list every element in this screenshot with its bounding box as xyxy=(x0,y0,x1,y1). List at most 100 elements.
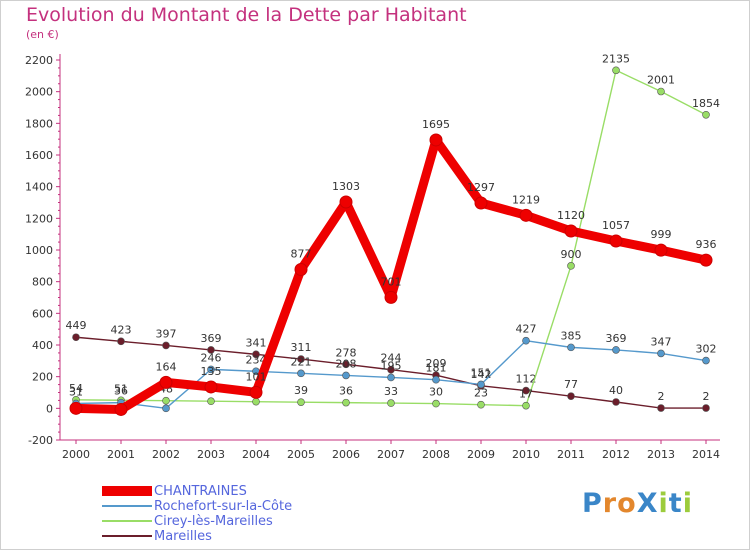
data-label-chantraines: 1695 xyxy=(422,118,450,131)
data-point-cirey-l-s-mareilles xyxy=(162,396,170,405)
data-label-cirey-l-s-mareilles: 17 xyxy=(519,388,533,401)
data-point-rochefort-sur-la-c-te xyxy=(297,369,305,378)
data-label-cirey-l-s-mareilles: 51 xyxy=(114,382,128,395)
data-label-rochefort-sur-la-c-te: 31 xyxy=(69,385,83,398)
data-point-chantraines xyxy=(474,196,488,210)
y-tick-label: 1000 xyxy=(25,244,53,257)
x-tick-label: 2010 xyxy=(512,448,540,461)
data-point-rochefort-sur-la-c-te xyxy=(702,356,710,365)
legend-label-cirey: Cirey-lès-Mareilles xyxy=(154,514,273,529)
y-tick-label: 0 xyxy=(46,402,53,415)
data-label-mareilles: 423 xyxy=(111,323,132,336)
data-point-rochefort-sur-la-c-te xyxy=(207,365,215,374)
data-point-cirey-l-s-mareilles xyxy=(477,400,485,409)
data-label-mareilles: 449 xyxy=(66,319,87,332)
y-tick-label: 2200 xyxy=(25,54,53,67)
data-point-mareilles xyxy=(297,355,305,363)
data-point-cirey-l-s-mareilles xyxy=(342,398,350,407)
data-label-cirey-l-s-mareilles: 36 xyxy=(339,385,353,398)
data-label-mareilles: 278 xyxy=(336,346,357,359)
data-label-cirey-l-s-mareilles: 39 xyxy=(294,384,308,397)
data-point-chantraines xyxy=(249,385,263,399)
data-label-rochefort-sur-la-c-te: 427 xyxy=(516,323,537,336)
data-label-chantraines: 936 xyxy=(696,238,717,251)
data-point-mareilles xyxy=(657,404,665,412)
data-point-cirey-l-s-mareilles xyxy=(702,110,710,119)
data-point-mareilles xyxy=(162,341,170,350)
data-label-cirey-l-s-mareilles: 30 xyxy=(429,386,443,399)
data-point-cirey-l-s-mareilles xyxy=(297,398,305,406)
data-point-cirey-l-s-mareilles xyxy=(252,397,260,406)
data-label-mareilles: 397 xyxy=(156,327,177,340)
data-label-chantraines: 701 xyxy=(381,275,402,288)
y-tick-label: 1600 xyxy=(25,149,53,162)
data-label-rochefort-sur-la-c-te: 36 xyxy=(114,385,128,398)
data-label-mareilles: 77 xyxy=(564,378,578,391)
data-point-mareilles xyxy=(72,333,80,342)
data-label-rochefort-sur-la-c-te: 246 xyxy=(201,351,222,364)
data-point-mareilles xyxy=(207,346,215,354)
data-point-chantraines xyxy=(114,402,128,416)
x-tick-label: 2012 xyxy=(602,448,630,461)
data-label-mareilles: 2 xyxy=(658,390,665,403)
data-point-chantraines xyxy=(699,253,713,267)
y-tick-label: 200 xyxy=(32,371,53,384)
y-tick-label: 1200 xyxy=(25,212,53,225)
legend-swatch-cirey xyxy=(102,520,152,522)
data-point-mareilles xyxy=(567,392,575,400)
data-point-chantraines xyxy=(654,243,668,257)
data-label-rochefort-sur-la-c-te: 234 xyxy=(246,353,267,366)
data-label-mareilles: 2 xyxy=(703,390,710,403)
data-point-rochefort-sur-la-c-te xyxy=(387,373,395,382)
y-tick-label: 600 xyxy=(32,307,53,320)
logo-letter: P xyxy=(582,488,603,519)
data-label-rochefort-sur-la-c-te: 369 xyxy=(606,332,627,345)
data-label-chantraines: 1057 xyxy=(602,219,630,232)
data-point-cirey-l-s-mareilles xyxy=(657,87,665,96)
data-point-chantraines xyxy=(519,208,533,222)
data-label-chantraines: 1297 xyxy=(467,181,495,194)
data-point-chantraines xyxy=(609,234,623,248)
x-tick-label: 2014 xyxy=(692,448,720,461)
data-label-mareilles: 311 xyxy=(291,341,312,354)
x-tick-label: 2002 xyxy=(152,448,180,461)
x-tick-label: 2013 xyxy=(647,448,675,461)
y-tick-label: -200 xyxy=(28,434,53,447)
data-point-rochefort-sur-la-c-te xyxy=(522,336,530,345)
data-point-rochefort-sur-la-c-te xyxy=(432,375,440,384)
legend-swatch-mareilles xyxy=(102,535,152,537)
x-tick-label: 2005 xyxy=(287,448,315,461)
x-tick-label: 2011 xyxy=(557,448,585,461)
data-point-chantraines xyxy=(204,380,218,394)
data-point-mareilles xyxy=(612,398,620,406)
data-point-mareilles xyxy=(702,404,710,412)
data-label-mareilles: 142 xyxy=(471,368,492,381)
data-label-rochefort-sur-la-c-te: 181 xyxy=(426,362,447,375)
data-point-rochefort-sur-la-c-te xyxy=(162,404,170,413)
x-tick-label: 2001 xyxy=(107,448,135,461)
data-point-mareilles xyxy=(252,350,260,359)
data-label-chantraines: 101 xyxy=(246,370,267,383)
x-tick-label: 2006 xyxy=(332,448,360,461)
data-label-chantraines: 999 xyxy=(651,228,672,241)
data-point-mareilles xyxy=(342,360,350,369)
data-label-rochefort-sur-la-c-te: 208 xyxy=(336,357,357,370)
data-point-chantraines xyxy=(69,401,83,415)
legend-label-mareilles: Mareilles xyxy=(154,529,212,544)
data-label-cirey-l-s-mareilles: 1854 xyxy=(692,97,720,110)
data-point-rochefort-sur-la-c-te xyxy=(567,343,575,352)
x-tick-label: 2000 xyxy=(62,448,90,461)
data-point-rochefort-sur-la-c-te xyxy=(477,380,485,389)
legend-swatch-chantraines xyxy=(102,486,152,496)
logo-letter: i xyxy=(682,488,693,519)
data-point-cirey-l-s-mareilles xyxy=(432,399,440,408)
data-point-rochefort-sur-la-c-te xyxy=(612,346,620,354)
legend-label-chantraines: CHANTRAINES xyxy=(154,484,247,499)
x-tick-label: 2009 xyxy=(467,448,495,461)
legend-label-rochefort: Rochefort-sur-la-Côte xyxy=(154,499,293,514)
x-tick-label: 2004 xyxy=(242,448,270,461)
chart-title: Evolution du Montant de la Dette par Hab… xyxy=(26,4,467,26)
data-label-mareilles: 112 xyxy=(516,373,537,386)
data-point-mareilles xyxy=(117,337,125,346)
